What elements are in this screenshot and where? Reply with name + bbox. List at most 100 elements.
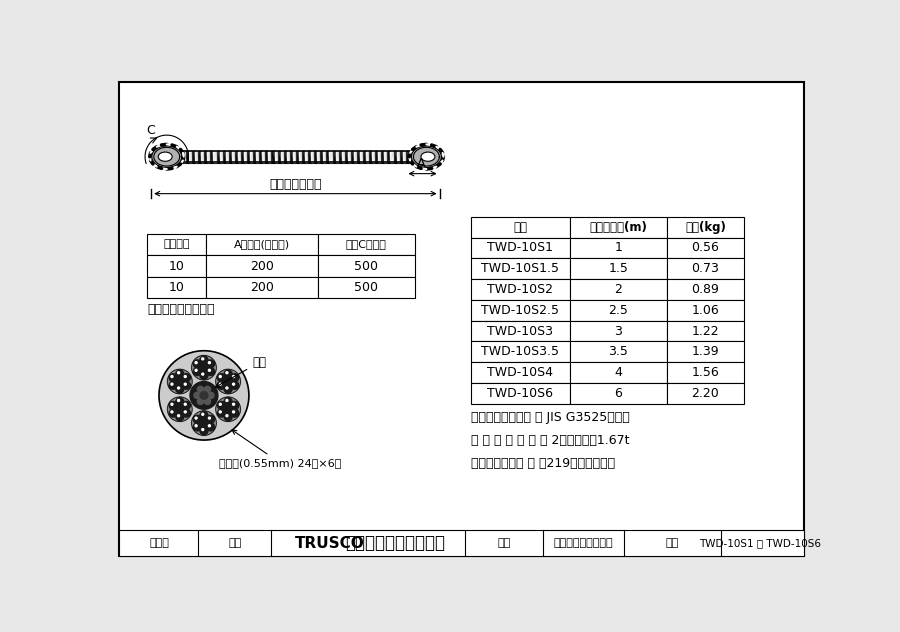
Ellipse shape — [158, 152, 172, 161]
Circle shape — [224, 370, 232, 378]
Circle shape — [183, 401, 191, 410]
Polygon shape — [256, 151, 259, 162]
Polygon shape — [244, 151, 248, 162]
Polygon shape — [202, 151, 204, 162]
Polygon shape — [213, 151, 217, 162]
Bar — [667, 279, 744, 300]
Bar — [205, 255, 318, 277]
Circle shape — [207, 368, 214, 375]
Text: 屣図: 屣図 — [229, 538, 241, 548]
Polygon shape — [378, 151, 382, 162]
Text: A: A — [417, 157, 425, 171]
Circle shape — [169, 381, 177, 389]
Circle shape — [171, 403, 173, 405]
Circle shape — [209, 417, 211, 419]
Polygon shape — [235, 151, 238, 162]
Bar — [318, 234, 415, 255]
Text: （仕上り寸法）: （仕上り寸法） — [269, 178, 321, 191]
Circle shape — [200, 427, 208, 435]
Bar — [471, 238, 570, 258]
Circle shape — [176, 405, 184, 413]
Bar — [667, 320, 744, 341]
Bar — [205, 277, 318, 298]
Text: 使用ワイヤロープ ： JIS G3525規格品: 使用ワイヤロープ ： JIS G3525規格品 — [471, 411, 629, 424]
Polygon shape — [393, 151, 397, 162]
Polygon shape — [305, 151, 308, 162]
Text: TWD-10S2: TWD-10S2 — [487, 283, 554, 296]
Bar — [570, 279, 667, 300]
Polygon shape — [311, 151, 314, 162]
Circle shape — [230, 409, 238, 417]
Circle shape — [192, 411, 216, 435]
Polygon shape — [332, 151, 336, 162]
Polygon shape — [320, 151, 323, 162]
Circle shape — [183, 381, 191, 389]
Circle shape — [209, 425, 211, 427]
Polygon shape — [357, 151, 360, 162]
Bar — [570, 320, 667, 341]
Circle shape — [202, 428, 203, 430]
Text: 玉掛けワイヤ段落し: 玉掛けワイヤ段落し — [554, 538, 614, 548]
Text: 自重(kg): 自重(kg) — [685, 221, 725, 234]
Circle shape — [184, 403, 186, 405]
Text: 0.89: 0.89 — [691, 283, 719, 296]
Text: 安 全 使 用 荷 重 ： 2本垂直吹り1.67t: 安 全 使 用 荷 重 ： 2本垂直吹り1.67t — [471, 434, 629, 447]
Polygon shape — [363, 151, 366, 162]
Bar — [667, 238, 744, 258]
Circle shape — [194, 360, 202, 368]
Text: 2.5: 2.5 — [608, 304, 628, 317]
Text: TWD-10S4: TWD-10S4 — [487, 366, 554, 379]
Text: Aの長さ(自然径): Aの長さ(自然径) — [234, 240, 290, 250]
Circle shape — [202, 358, 203, 360]
Polygon shape — [418, 151, 421, 162]
Polygon shape — [336, 151, 338, 162]
Circle shape — [220, 403, 221, 405]
Circle shape — [194, 423, 202, 431]
Bar — [205, 234, 318, 255]
Bar — [570, 383, 667, 404]
Circle shape — [230, 401, 238, 410]
Polygon shape — [248, 151, 250, 162]
Circle shape — [220, 411, 221, 413]
Polygon shape — [272, 151, 274, 162]
Polygon shape — [277, 151, 281, 162]
Polygon shape — [373, 151, 375, 162]
Circle shape — [232, 383, 235, 385]
Circle shape — [226, 399, 228, 401]
Circle shape — [209, 369, 211, 371]
Circle shape — [177, 387, 180, 389]
Text: 1.06: 1.06 — [691, 304, 719, 317]
Text: 周長Cの長さ: 周長Cの長さ — [346, 240, 387, 250]
Circle shape — [171, 383, 173, 385]
Circle shape — [194, 368, 202, 375]
Circle shape — [167, 397, 193, 422]
Polygon shape — [384, 151, 387, 162]
Ellipse shape — [421, 152, 435, 161]
Text: 3.5: 3.5 — [608, 345, 628, 358]
Circle shape — [200, 419, 208, 427]
Circle shape — [177, 399, 180, 401]
Circle shape — [230, 381, 238, 389]
Polygon shape — [369, 151, 373, 162]
Polygon shape — [253, 151, 256, 162]
Circle shape — [204, 398, 211, 404]
Text: 品名: 品名 — [497, 538, 510, 548]
Circle shape — [216, 397, 240, 422]
Polygon shape — [308, 151, 311, 162]
Polygon shape — [314, 151, 317, 162]
Polygon shape — [391, 151, 393, 162]
Polygon shape — [375, 151, 378, 162]
Bar — [667, 300, 744, 320]
Bar — [471, 279, 570, 300]
Text: 炒素鉰(0.55mm) 24本×6束: 炒素鉰(0.55mm) 24本×6束 — [220, 430, 342, 468]
Text: 加　工　方　法 ： 第219条段落し加工: 加 工 方 法 ： 第219条段落し加工 — [471, 457, 615, 470]
Circle shape — [200, 356, 208, 364]
Circle shape — [192, 355, 216, 380]
Text: トラスコ中山株式会社: トラスコ中山株式会社 — [346, 534, 446, 552]
Circle shape — [202, 413, 203, 415]
Text: 200: 200 — [250, 260, 274, 272]
Polygon shape — [222, 151, 226, 162]
Polygon shape — [232, 151, 235, 162]
Bar — [471, 258, 570, 279]
Polygon shape — [347, 151, 351, 162]
